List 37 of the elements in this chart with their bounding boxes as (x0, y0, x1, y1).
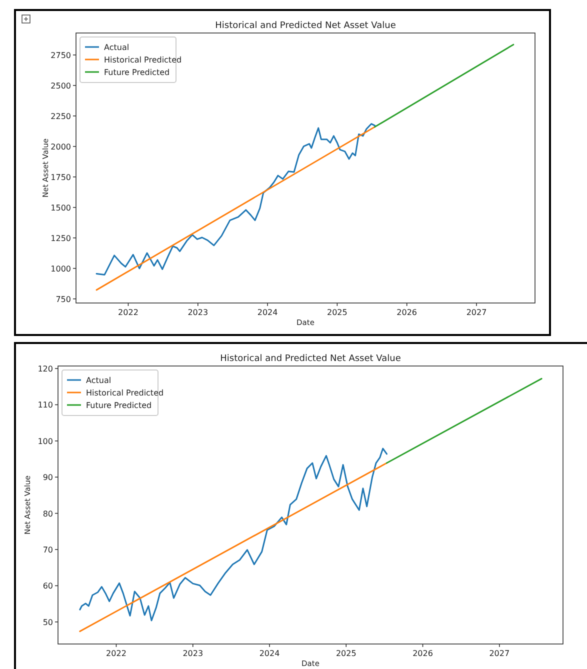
x-tick-label: 2027 (466, 308, 487, 317)
x-tick-label: 2023 (182, 649, 204, 658)
y-tick-label: 120 (38, 364, 53, 374)
legend-label: Actual (86, 376, 112, 385)
y-tick-label: 1000 (50, 264, 71, 274)
y-tick-label: 2750 (50, 50, 71, 60)
legend-label: Future Predicted (104, 68, 170, 77)
y-tick-label: 70 (42, 546, 53, 555)
y-tick-label: 2000 (50, 142, 71, 152)
chart-title: Historical and Predicted Net Asset Value (215, 21, 396, 31)
y-tick-label: 1250 (50, 234, 71, 243)
y-tick-label: 90 (42, 473, 53, 482)
y-tick-label: 60 (42, 582, 53, 591)
x-tick-label: 2022 (106, 649, 126, 658)
y-tick-label: 50 (42, 618, 53, 627)
y-tick-label: 2500 (50, 81, 71, 90)
x-tick-label: 2027 (489, 649, 510, 658)
y-tick-label: 100 (38, 436, 53, 446)
chart-title: Historical and Predicted Net Asset Value (220, 354, 402, 364)
x-tick-label: 2025 (327, 308, 348, 317)
legend-label: Future Predicted (86, 401, 152, 410)
x-tick-label: 2024 (257, 308, 278, 317)
legend-label: Historical Predicted (104, 56, 182, 64)
legend-label: Historical Predicted (86, 388, 164, 398)
y-tick-label: 750 (56, 294, 71, 304)
y-tick-label: 1500 (50, 203, 71, 212)
x-tick-label: 2026 (412, 649, 433, 658)
y-tick-label: 1750 (50, 172, 71, 182)
x-tick-label: 2024 (259, 649, 280, 658)
x-tick-label: 2026 (396, 308, 418, 317)
x-tick-label: 2022 (118, 308, 138, 317)
x-tick-label: 2023 (188, 308, 208, 317)
legend-label: Actual (104, 43, 130, 52)
y-tick-label: 110 (38, 400, 53, 410)
y-tick-label: 80 (42, 509, 53, 518)
x-tick-label: 2025 (336, 649, 356, 658)
y-tick-label: 2250 (50, 112, 71, 121)
